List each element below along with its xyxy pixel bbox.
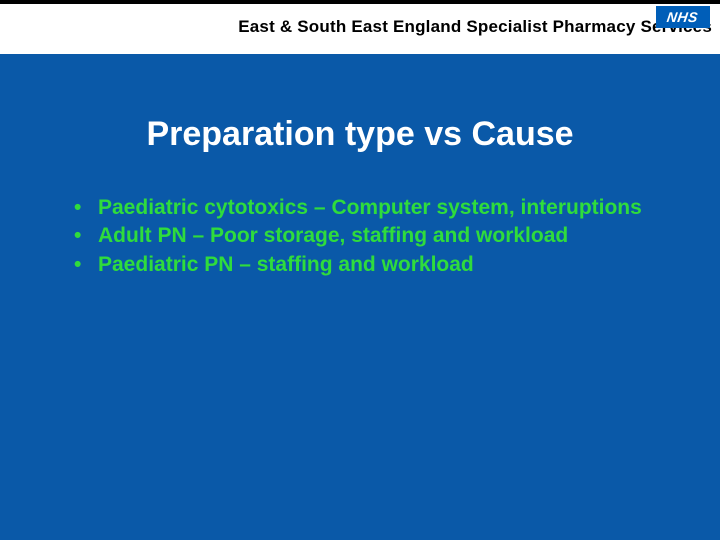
bullet-item: Paediatric PN – staffing and workload (70, 252, 680, 278)
top-black-border (0, 0, 720, 4)
nhs-logo-text: NHS (666, 9, 699, 25)
header-band: East & South East England Specialist Pha… (0, 0, 720, 54)
bullet-item: Adult PN – Poor storage, staffing and wo… (70, 223, 680, 249)
nhs-logo: NHS (656, 6, 710, 28)
header-org-title: East & South East England Specialist Pha… (238, 17, 712, 37)
bullet-list: Paediatric cytotoxics – Computer system,… (70, 195, 680, 280)
slide: East & South East England Specialist Pha… (0, 0, 720, 540)
bullet-item: Paediatric cytotoxics – Computer system,… (70, 195, 680, 221)
slide-title: Preparation type vs Cause (0, 115, 720, 154)
